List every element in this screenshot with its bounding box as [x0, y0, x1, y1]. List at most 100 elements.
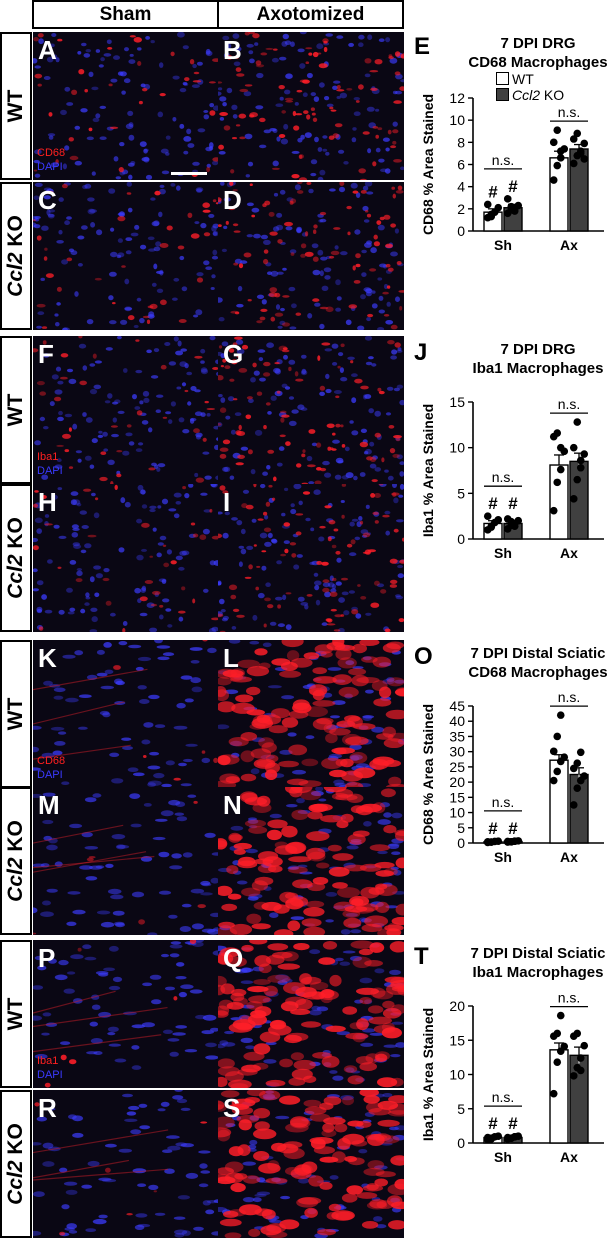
bar-chart-t: T 7 DPI Distal Sciatic Iba1 Macrophages 0 5 1… [408, 940, 616, 1240]
significance-hash: # [508, 177, 518, 196]
y-tick-label: 15 [449, 1032, 465, 1048]
stain-red-label: Iba1 [37, 1055, 59, 1067]
micrograph-panel-r: R [33, 1090, 219, 1238]
y-tick-label: 15 [449, 789, 465, 805]
data-point [556, 147, 565, 155]
stain-legend: Iba1 DAPI [37, 450, 63, 478]
micrograph-panel-a: A CD68 DAPI [33, 32, 219, 180]
micrograph-panel-k: K CD68 DAPI [33, 640, 219, 788]
y-tick-label: 20 [449, 774, 465, 790]
panel-letter: R [38, 1093, 57, 1123]
micrograph-texture [33, 1090, 219, 1238]
data-point [510, 522, 519, 531]
data-point [503, 195, 512, 203]
data-point [553, 732, 562, 741]
ns-label: n.s. [492, 469, 515, 485]
stain-blue-label: DAPI [37, 769, 63, 781]
bar-chart-e: E 7 DPI DRG CD68 Macrophages 0 2 4 6 8 10 12 CD68 … [408, 30, 616, 330]
panel-letter: C [38, 185, 57, 215]
data-point [569, 135, 578, 143]
panel-letter: B [223, 35, 242, 65]
legend-label-wt: WT [512, 71, 534, 87]
micrograph-texture [33, 182, 219, 330]
data-point [573, 418, 582, 426]
significance-hash: # [488, 1114, 498, 1133]
legend-swatch-ccl2-ko [496, 88, 509, 101]
stain-red-label: CD68 [37, 147, 66, 159]
y-tick-label: 5 [457, 820, 465, 836]
significance-hash: # [508, 1114, 518, 1133]
chart-panel-letter: E [414, 33, 430, 60]
micrograph-panel-i: I [218, 484, 404, 632]
x-tick-label: Ax [560, 1149, 578, 1165]
data-point [580, 139, 589, 148]
data-point [553, 478, 562, 487]
row-label-text: KO [4, 1123, 27, 1161]
panel-letter: N [223, 790, 242, 820]
y-tick-label: 45 [449, 698, 465, 714]
panel-letter: H [38, 487, 57, 517]
data-point [549, 1089, 558, 1098]
chart-legend: WT Ccl2 KO [496, 71, 564, 103]
y-tick-label: 5 [457, 485, 465, 501]
row-label-text: WT [4, 89, 27, 123]
data-point [569, 159, 578, 168]
data-point [553, 429, 562, 437]
y-tick-label: 2 [457, 201, 465, 217]
y-tick-label: 25 [449, 759, 465, 775]
micrograph-texture [33, 792, 219, 935]
legend-item-ccl2-ko: Ccl2 KO [496, 87, 564, 103]
y-tick-label: 40 [449, 713, 465, 729]
data-point [494, 837, 503, 845]
data-point [573, 129, 582, 138]
data-point [549, 776, 558, 785]
x-tick-label: Sh [494, 545, 512, 561]
data-point [556, 443, 565, 452]
x-tick-label: Sh [494, 1149, 512, 1165]
micrograph-texture [218, 787, 404, 935]
data-point [487, 1135, 496, 1143]
data-point [573, 1029, 582, 1038]
chart-panel-letter: J [414, 339, 427, 366]
micrograph-texture [218, 484, 404, 632]
data-point [510, 837, 519, 845]
data-point [549, 747, 558, 756]
row-label-text: KO [4, 215, 27, 253]
data-point [494, 203, 503, 212]
significance-hash: # [488, 494, 498, 513]
y-tick-label: 0 [457, 835, 465, 851]
y-axis-label: Iba1 % Area Stained [420, 404, 436, 537]
data-point [549, 176, 558, 184]
panel-letter: I [223, 487, 231, 517]
y-tick-label: 6 [457, 157, 465, 173]
x-tick-label: Sh [494, 237, 512, 253]
panel-letter: K [38, 643, 57, 673]
data-point [510, 1133, 519, 1141]
ns-label: n.s. [558, 396, 581, 412]
chart-title-line: CD68 Macrophages [468, 664, 607, 681]
legend-label-ko: KO [540, 87, 565, 103]
significance-hash: # [488, 819, 498, 838]
stain-red-label: CD68 [37, 755, 66, 767]
panel-letter: M [38, 790, 60, 820]
row-label-wt: WT [0, 940, 32, 1088]
data-point [553, 767, 562, 776]
chart-title-line: Iba1 Macrophages [473, 964, 604, 981]
stain-red-label: Iba1 [37, 451, 59, 463]
column-header-sham: Sham [32, 0, 219, 29]
y-tick-label: 0 [457, 1135, 465, 1151]
data-point [549, 138, 558, 147]
data-point [556, 465, 565, 474]
ns-label: n.s. [492, 794, 515, 810]
significance-hash: # [508, 819, 518, 838]
data-point [487, 523, 496, 531]
data-point [553, 126, 562, 134]
row-label-ccl2-ko: Ccl2 KO [0, 1090, 32, 1238]
data-point [576, 456, 585, 465]
data-point [580, 155, 589, 163]
data-point [556, 711, 565, 719]
x-tick-label: Sh [494, 849, 512, 865]
micrograph-panel-f: F Iba1 DAPI [33, 336, 219, 484]
stain-blue-label: DAPI [37, 161, 63, 173]
